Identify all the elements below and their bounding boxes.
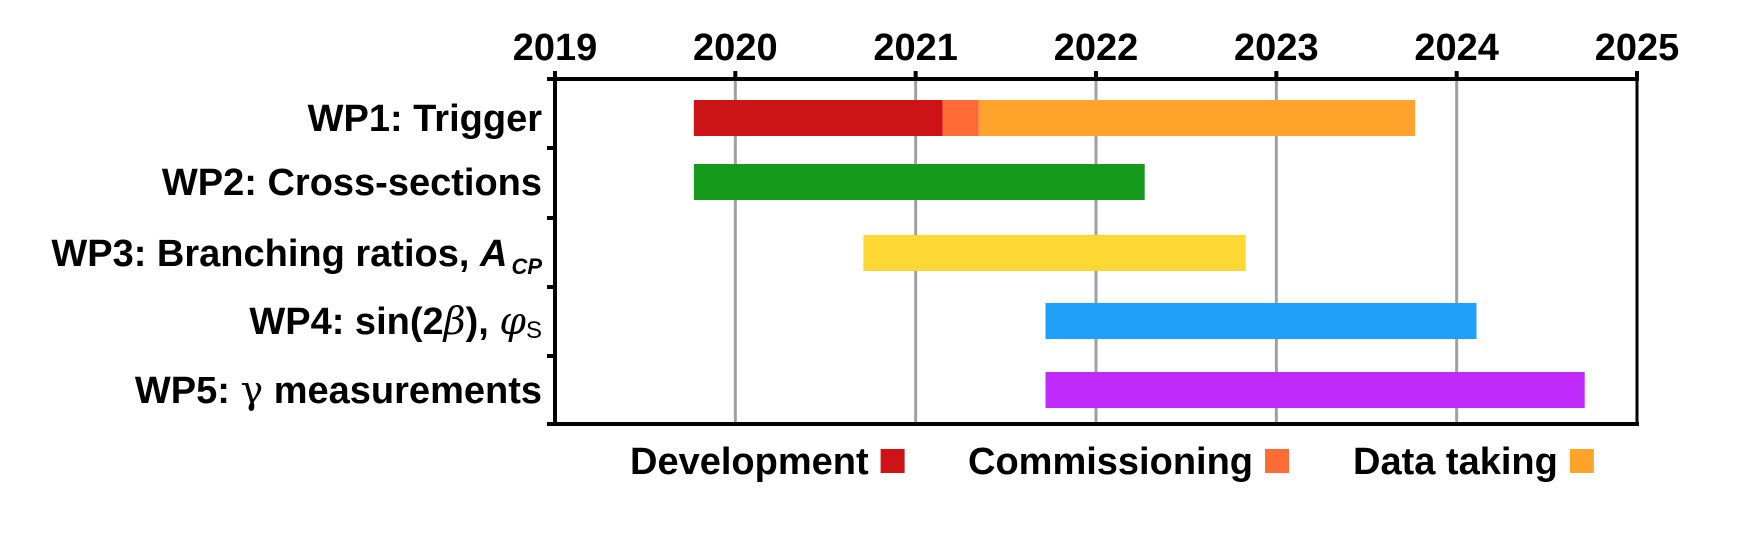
row-label-part: φ: [499, 299, 526, 343]
legend: Development Commissioning Data taking: [630, 441, 1594, 483]
row-label-part: γ: [240, 368, 263, 412]
row-label-part: WP4: sin(2: [249, 301, 443, 343]
row-label-wp4: WP4: sin(2β), φS: [249, 299, 542, 344]
row-label-part: WP1: Trigger: [308, 98, 543, 140]
legend-label-0: Development: [630, 441, 869, 483]
row-label-wp1: WP1: Trigger: [308, 98, 543, 140]
row-label-part: WP5:: [135, 370, 241, 412]
row-labels: WP1: Trigger WP2: Cross-sections WP3: Bran…: [51, 98, 542, 412]
bar-row4-segment1: [1045, 303, 1477, 339]
legend-label-2: Data taking: [1353, 441, 1558, 483]
row-label-part: ),: [466, 301, 500, 343]
row-label-wp3: WP3: Branching ratios, A CP: [51, 233, 542, 279]
legend-swatch-1: [1265, 449, 1290, 473]
row-label-wp5: WP5: γ measurements: [135, 368, 542, 412]
row-label-part: WP3: Branching ratios,: [51, 233, 480, 275]
x-tick-label: 2021: [873, 27, 958, 69]
bar-row1-segment1: [693, 100, 943, 136]
row-label-part: WP2: Cross-sections: [162, 162, 542, 204]
x-tick-label: 2025: [1595, 27, 1680, 69]
row-label-part: A: [479, 233, 507, 275]
legend-swatch-0: [880, 449, 905, 473]
legend-label-1: Commissioning: [968, 441, 1253, 483]
x-tick-label: 2020: [693, 27, 778, 69]
bar-row2-segment1: [693, 164, 1145, 200]
bar-row3-segment1: [863, 235, 1246, 271]
x-tick-label: 2024: [1414, 27, 1499, 69]
x-tick-label: 2022: [1054, 27, 1139, 69]
row-label-part: measurements: [263, 370, 542, 412]
x-tick-label: 2019: [513, 27, 598, 69]
row-label-part: β: [442, 299, 466, 343]
row-label-part: S: [526, 317, 542, 344]
legend-swatch-2: [1569, 449, 1594, 473]
axes: [547, 71, 1639, 426]
x-tick-labels: 2019 2020 2021 2022 2023 2024 2025: [513, 27, 1680, 69]
x-tick-label: 2023: [1234, 27, 1319, 69]
bar-row1-segment2: [942, 100, 979, 136]
bars: [693, 100, 1585, 408]
bar-row5-segment1: [1045, 372, 1585, 408]
row-label-wp2: WP2: Cross-sections: [162, 162, 542, 204]
bar-row1-segment3: [978, 100, 1416, 136]
row-label-part: CP: [511, 254, 542, 279]
